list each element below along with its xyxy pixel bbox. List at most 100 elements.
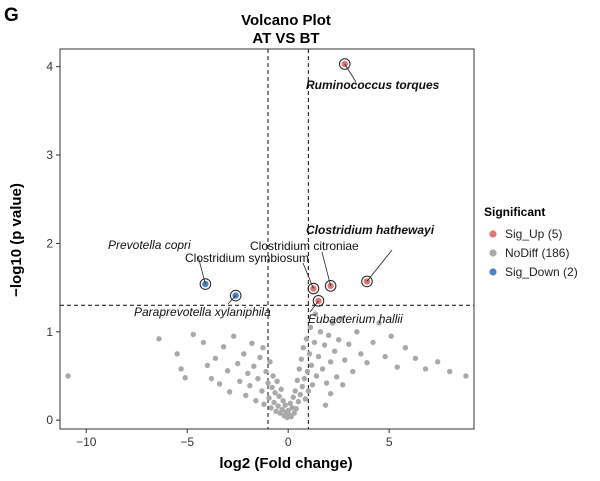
nodiff-point	[287, 400, 293, 407]
nodiff-point	[311, 339, 318, 346]
nodiff-point	[289, 405, 295, 411]
nodiff-point	[182, 375, 188, 381]
nodiff-point	[274, 378, 280, 384]
nodiff-point	[422, 366, 429, 372]
plot-area: Ruminococcus torques Clostridium hatheway…	[59, 48, 475, 430]
nodiff-point	[247, 382, 253, 389]
y-tick-label: 4	[46, 60, 53, 74]
nodiff-point	[303, 336, 310, 342]
nodiff-point	[275, 403, 281, 409]
nodiff-point	[306, 351, 313, 357]
nodiff-point	[329, 320, 336, 326]
y-axis-label: −log10 (p value)	[8, 183, 25, 297]
nodiff-point	[402, 344, 409, 351]
nodiff-point	[282, 402, 288, 408]
chart-title: Volcano Plot	[241, 12, 331, 29]
nodiff-point	[204, 362, 211, 369]
cutoff-lines	[60, 49, 474, 429]
nodiff-point	[340, 382, 346, 388]
nodiff-point	[293, 405, 299, 412]
nodiff-point	[268, 405, 274, 411]
y-tick-label: 3	[46, 148, 53, 162]
label-connector	[344, 63, 357, 83]
nodiff-point	[243, 392, 249, 399]
x-tick-label: 5	[386, 435, 393, 449]
nodiff-point	[301, 375, 308, 382]
x-axis-ticks: −10 −5 0 5	[76, 429, 393, 449]
nodiff-point	[305, 388, 312, 394]
nodiff-point	[299, 383, 306, 390]
nodiff-point	[267, 359, 273, 365]
nodiff-point	[412, 355, 419, 362]
nodiff-point	[208, 375, 215, 382]
label-connector	[227, 295, 236, 305]
nodiff-point	[174, 351, 180, 357]
chart-subtitle: AT VS BT	[252, 30, 319, 47]
nodiff-point	[382, 353, 388, 360]
nodiff-point	[302, 396, 309, 402]
legend: Significant Sig_Up (5) NoDiff (186) Sig_Do…	[484, 205, 578, 279]
nodiff-point	[260, 344, 266, 351]
significant-point-ring	[312, 295, 325, 307]
nodiff-point	[394, 364, 400, 370]
nodiff-point	[253, 398, 259, 404]
nodiff-point	[364, 360, 370, 366]
nodiff-point	[255, 375, 261, 382]
nodiff-point	[294, 377, 300, 384]
label-connector	[321, 251, 332, 286]
nodiff-point	[279, 406, 285, 413]
nodiff-point	[333, 374, 340, 380]
nodiff-point	[249, 340, 255, 346]
significant-point-ring	[307, 282, 320, 295]
nodiff-point	[276, 393, 282, 400]
nodiff-point	[370, 339, 376, 346]
y-tick-label: 2	[46, 236, 53, 250]
y-tick-label: 0	[46, 413, 53, 427]
label-connector	[302, 262, 314, 289]
nodiff-point	[224, 367, 231, 374]
point-labels: Ruminococcus torques Clostridium hatheway…	[108, 63, 440, 326]
nodiff-point	[290, 394, 296, 400]
label-connector	[309, 300, 319, 313]
nodiff-point	[230, 333, 237, 339]
nodiff-point	[346, 341, 352, 347]
nodiff-point	[291, 410, 297, 416]
y-tick-label: 1	[46, 325, 53, 339]
nodiff-point	[298, 356, 305, 362]
point-label: Clostridium citroniae	[250, 239, 359, 253]
nodiff-point	[350, 368, 356, 375]
nodiff-point	[220, 344, 227, 350]
significant-points	[199, 58, 373, 307]
legend-item-label: NoDiff (186)	[505, 246, 569, 260]
nodiff-point	[354, 329, 360, 335]
nodiff-points	[65, 311, 469, 421]
nodiff-point	[307, 324, 314, 331]
nodiff-point	[178, 366, 184, 372]
label-connector	[366, 249, 393, 282]
nodiff-point	[226, 389, 233, 395]
point-label: Clostridium hathewayi	[306, 223, 435, 237]
nodiff-point	[388, 333, 394, 339]
nodiff-point	[216, 381, 223, 387]
x-tick-label: −5	[180, 435, 194, 449]
point-label: Eubacterium hallii	[308, 312, 403, 326]
nodiff-point	[295, 398, 302, 405]
nodiff-point	[212, 355, 219, 362]
nodiff-point	[257, 354, 263, 361]
legend-swatch	[489, 249, 497, 257]
nodiff-point	[342, 357, 348, 363]
nodiff-point	[325, 332, 332, 339]
nodiff-point	[259, 388, 265, 394]
legend-swatch	[489, 230, 497, 238]
nodiff-point	[251, 363, 257, 369]
legend-title: Significant	[484, 205, 545, 219]
nodiff-point	[285, 407, 291, 414]
point-label: Paraprevotella xylaniphila	[134, 305, 271, 319]
label-connector	[197, 255, 206, 285]
significant-point-ring	[199, 278, 212, 290]
nodiff-point	[266, 395, 272, 401]
panel-label: G	[4, 5, 19, 26]
nodiff-point	[323, 380, 330, 386]
nodiff-point	[237, 378, 243, 384]
